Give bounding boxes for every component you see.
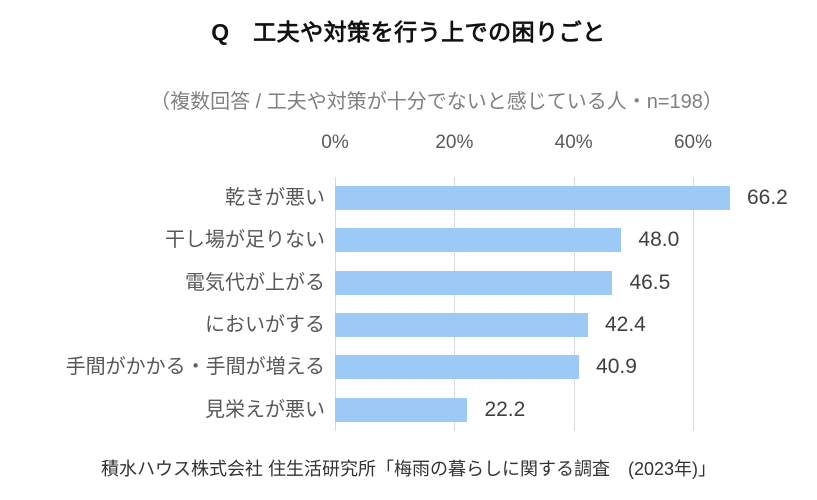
chart-subtitle: （複数回答 / 工夫や対策が十分でないと感じている人・n=198） [150, 91, 723, 113]
category-label: 電気代が上がる [185, 271, 325, 294]
bar [335, 186, 730, 211]
gridline [573, 177, 575, 431]
category-label: 乾きが悪い [225, 187, 325, 209]
value-label: 48.0 [638, 228, 680, 252]
category-label: においがする [205, 313, 325, 336]
bar [335, 355, 580, 380]
x-axis-tick-label: 0% [321, 132, 349, 153]
category-label: 干し場が足りない [165, 229, 325, 252]
x-axis-tick-label: 40% [554, 132, 593, 153]
gridline [454, 177, 456, 431]
x-axis-tick-label: 20% [435, 132, 474, 153]
value-label: 46.5 [629, 270, 671, 294]
gridline [693, 177, 694, 431]
category-label: 手間がかかる・手間が増える [65, 356, 325, 379]
bar [335, 397, 468, 422]
x-axis-tick-label: 60% [673, 132, 713, 153]
gridline [335, 177, 336, 431]
value-label: 22.2 [484, 397, 526, 421]
value-label: 66.2 [746, 186, 788, 209]
source-note: 積水ハウス株式会社 住生活研究所「梅雨の暮らしに関する調査 (2023年)」 [100, 459, 717, 479]
value-label: 40.9 [596, 355, 637, 379]
chart-title: Q 工夫や対策を行う上での困りごと [211, 19, 606, 45]
category-label: 見栄えが悪い [205, 398, 325, 421]
bar [335, 270, 613, 295]
bar [335, 313, 588, 338]
bar [335, 228, 622, 253]
value-label: 42.4 [604, 312, 646, 336]
